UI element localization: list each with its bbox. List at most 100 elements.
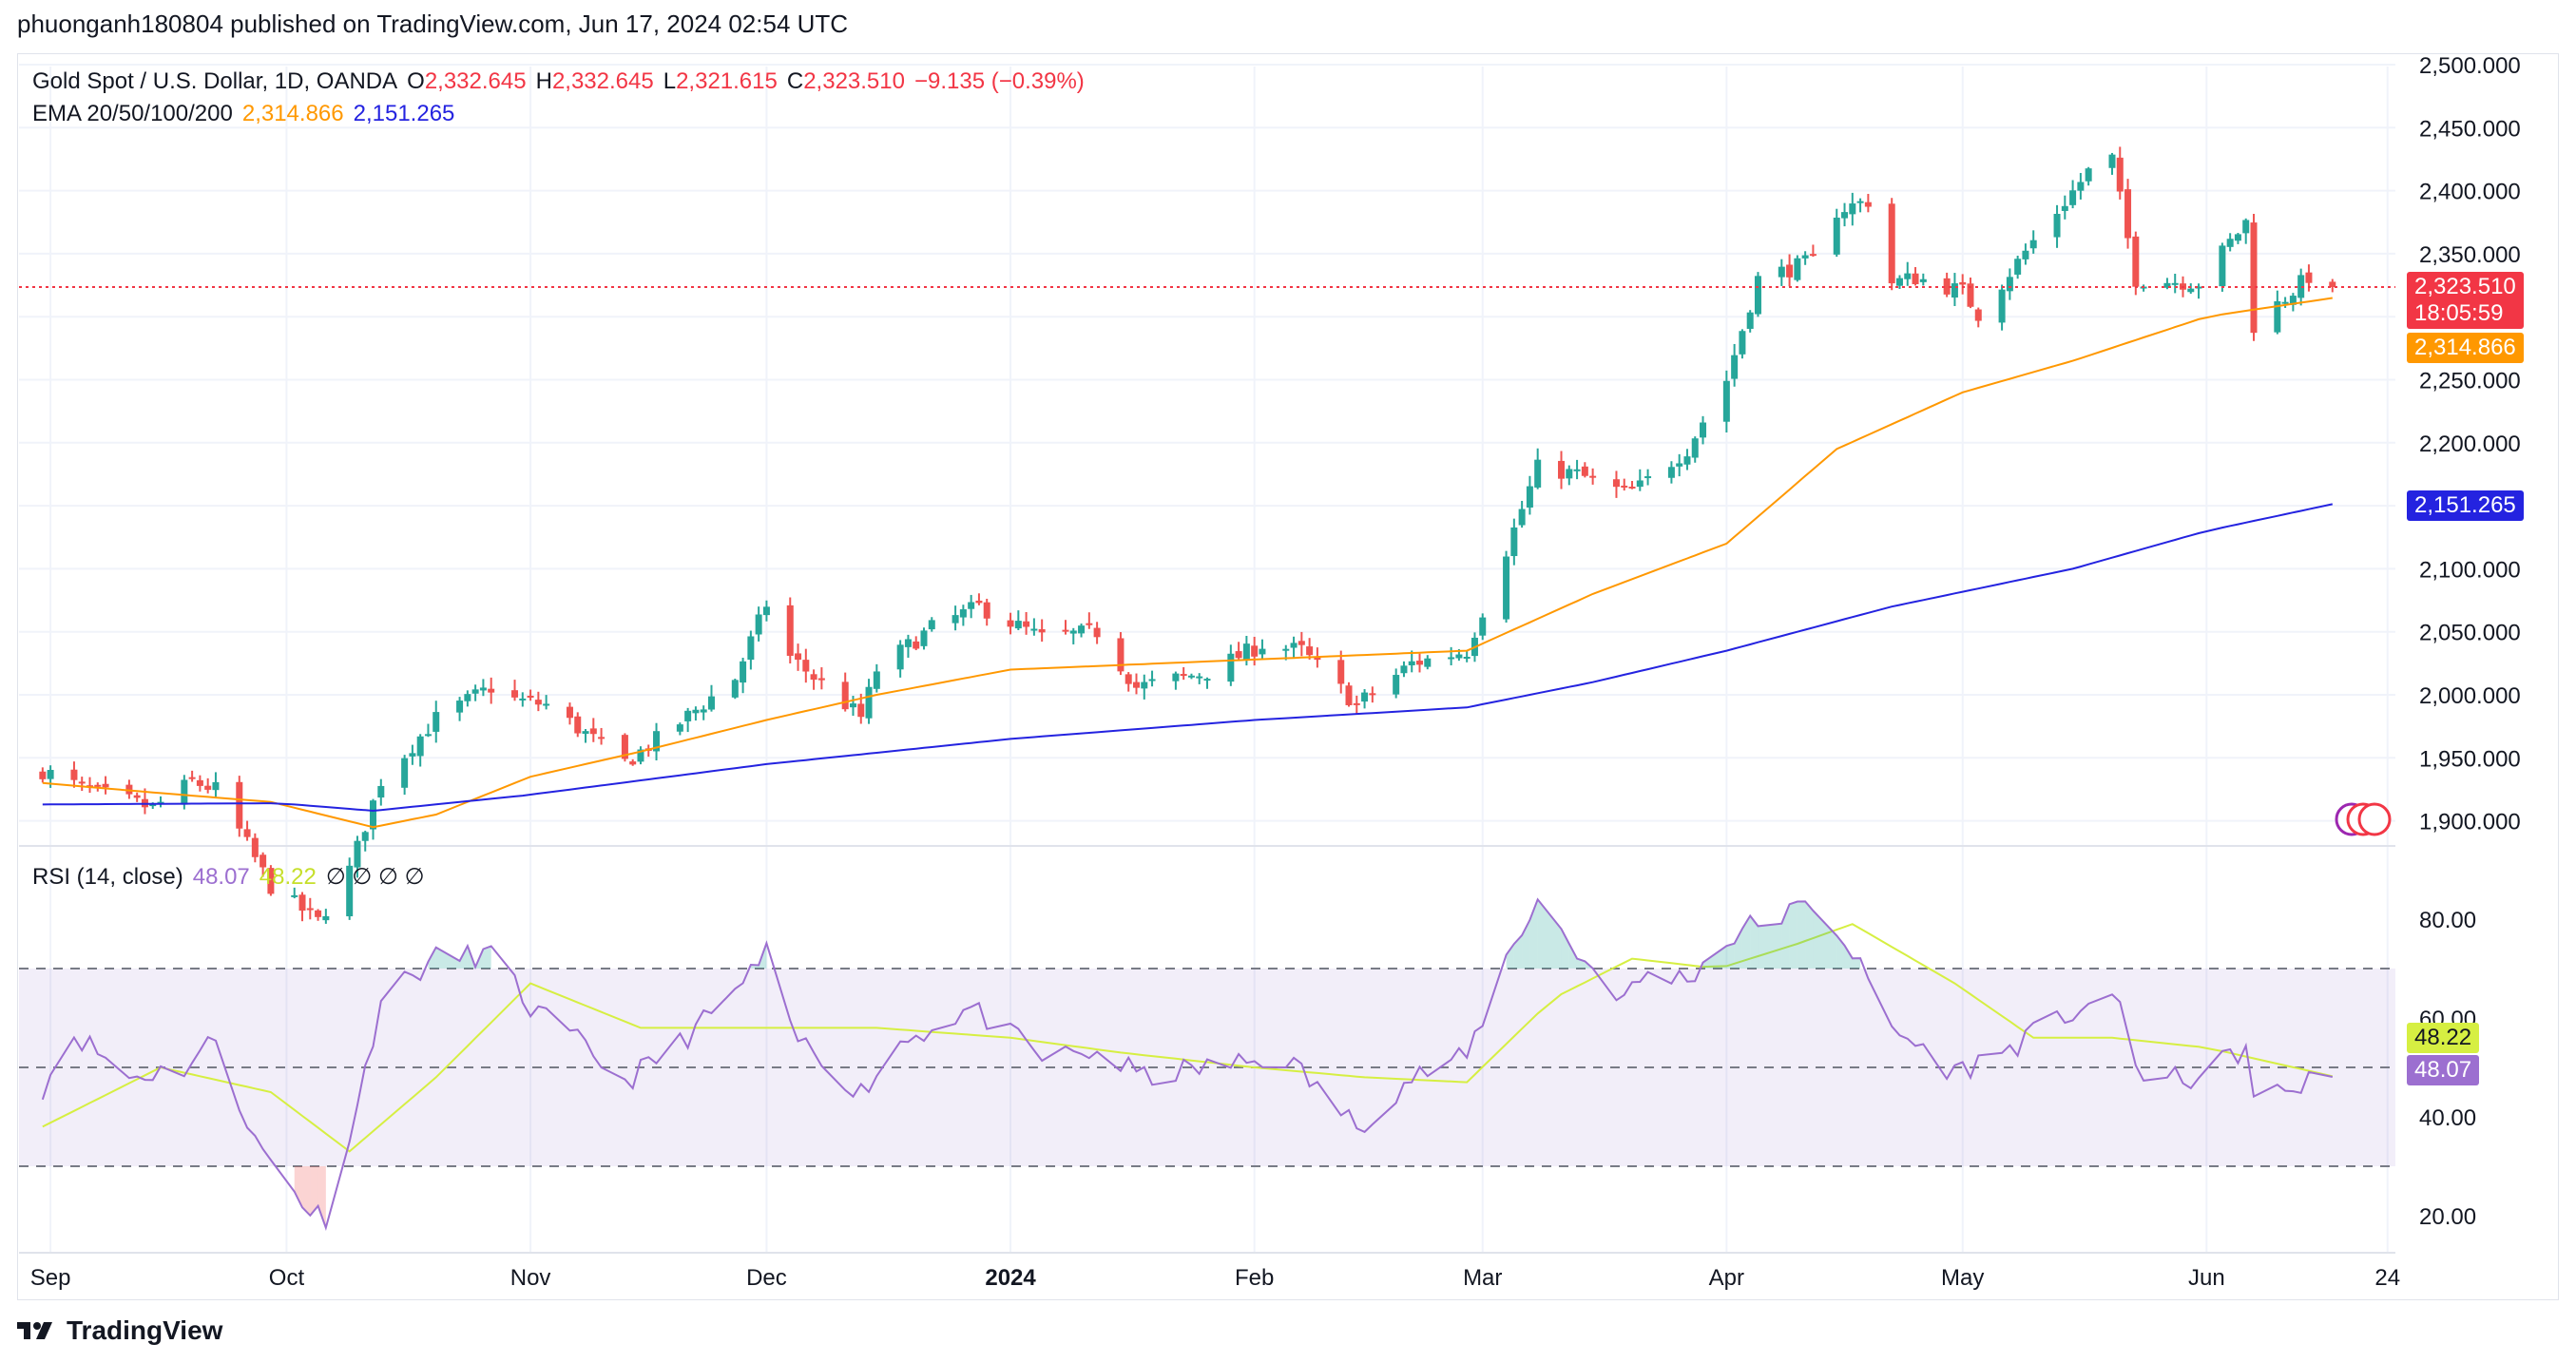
candle-body [684,710,692,721]
candle-body [2297,275,2305,298]
tradingview-brand-text: TradingView [67,1315,223,1345]
rsi-oversold-fill [317,1166,326,1228]
candle-body [433,712,440,732]
footer-brand[interactable]: TradingView [17,1315,222,1346]
candle-body [2163,282,2171,288]
candle-body [354,840,361,868]
price-tick-label: 2,050.000 [2419,621,2521,646]
time-tick-label: Mar [1463,1265,1502,1291]
candle-body [566,706,573,719]
candle-body [188,777,196,779]
candle-body [928,620,935,630]
candle-body [543,703,550,706]
candle-body [574,716,582,734]
symbol-title: Gold Spot / U.S. Dollar, 1D, OANDA [32,68,398,94]
candle-body [1172,673,1180,682]
candle-body [598,737,606,739]
candle-body [817,678,825,681]
candle-body [267,868,275,894]
ema-blue-label-text: 2,151.265 [2414,492,2516,518]
candle-body [731,680,739,698]
time-tick-label: Dec [746,1265,787,1291]
candle-body [1141,682,1148,689]
price-tick-label: 2,450.000 [2419,116,2521,142]
candle-body [700,709,707,713]
rsi-ma-line [42,923,2334,1153]
candle-body [243,829,251,837]
candle-body [527,695,534,698]
candle-body [1069,630,1077,634]
candle-body [1306,646,1314,656]
rsi-value: 48.07 [192,864,250,890]
candle-body [1612,479,1620,488]
candle-body [1801,255,1809,259]
rsi-overbought-fill [1561,929,1569,969]
price-tick-label: 1,900.000 [2419,810,2521,835]
candle-body [1007,620,1014,627]
candle-body [416,736,424,757]
candle-body [1644,476,1652,479]
candle-body [2329,281,2336,288]
candle-body [1794,258,1801,280]
candle-body [2187,288,2195,293]
candle-body [1636,480,1644,488]
candle-body [692,709,700,714]
candle-body [952,615,959,624]
candle-body [1369,693,1376,696]
candle-body [204,785,212,790]
candle-body [2108,154,2116,168]
candle-body [629,761,637,765]
candle-body [260,854,267,868]
candle-body [873,671,880,689]
candle-body [2029,240,2037,249]
candle-body [1062,629,1069,632]
candle-body [920,630,928,646]
candle-body [1974,309,1982,321]
candle-body [802,660,810,672]
candle-body [133,795,141,798]
candle-body [653,731,661,752]
candle-body [589,728,597,735]
candle-body [1023,621,1030,627]
candle-body [1786,264,1794,278]
candle-body [621,735,628,759]
candle-body [1526,486,1533,508]
candle-body [1841,212,1849,219]
candle-body [1298,641,1305,645]
time-tick-label: Sep [30,1265,71,1291]
rsi-overbought-fill [1568,944,1578,969]
candle-body [983,602,990,619]
candle-body [212,781,220,791]
rsi-line [41,897,2334,1232]
candle-body [582,731,589,734]
candle-body [1904,273,1912,279]
candle-body [1448,657,1455,660]
candle-body [1455,654,1463,659]
price-tick-label: 2,350.000 [2419,242,2521,268]
candle-body [2053,214,2061,238]
candle-body [1691,438,1699,458]
candle-body [1778,266,1785,278]
candle-body [1235,651,1242,659]
candle-body [149,804,157,807]
candle-body [1503,556,1510,620]
candle-body [2061,205,2068,211]
candle-body [315,910,322,917]
candle-body [1400,665,1408,674]
rsi-overbought-fill [1702,946,1727,969]
candle-body [534,700,542,705]
ema-orange-value: 2,314.866 [241,101,344,126]
high-value: 2,332.645 [551,68,654,94]
candle-body [795,653,802,661]
candle-body [2069,190,2077,205]
last-price-label: 2,323.510 18:05:59 [2407,272,2524,329]
candle-body [1943,278,1951,295]
rsi-label: RSI (14, close) [32,864,183,890]
rsi-label-text: 48.07 [2414,1057,2472,1083]
candle-body [1754,276,1761,315]
candle-body [1227,653,1235,682]
candle-body [904,639,912,647]
candle-body [361,832,369,841]
candle-body [2305,272,2313,283]
